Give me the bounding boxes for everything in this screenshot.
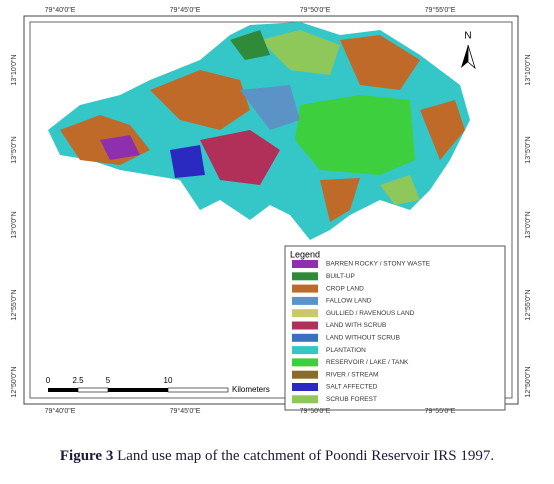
legend-swatch <box>292 383 318 391</box>
left-coordinate: 13°0'0"N <box>10 211 18 238</box>
legend-swatch <box>292 346 318 355</box>
north-label: N <box>464 31 471 42</box>
left-coordinate: 12°50'0"N <box>10 366 18 397</box>
bottom-coordinate: 79°45'0"E <box>170 407 201 415</box>
legend-label: RESERVOIR / LAKE / TANK <box>326 359 409 366</box>
top-coordinate: 79°50'0"E <box>300 6 331 14</box>
caption-label: Figure 3 <box>59 448 114 464</box>
legend-label: RIVER / STREAM <box>326 371 378 378</box>
legend-label: FALLOW LAND <box>326 298 372 305</box>
top-coordinate: 79°40'0"E <box>45 6 76 14</box>
scale-bar <box>48 387 229 393</box>
legend-swatch <box>292 333 318 342</box>
caption-text: Land use map of the catchment of Poondi … <box>117 448 495 464</box>
scale-label: 5 <box>106 376 111 385</box>
right-coordinate: 12°50'0"N <box>524 366 532 397</box>
right-coordinate: 13°0'0"N <box>524 211 532 238</box>
map: N Legend 79°40'0"E 79°45'0"E 79°50'0"E 79°5… <box>10 6 532 415</box>
left-coordinate: 13°10'0"N <box>10 54 18 85</box>
legend-label: CROP LAND <box>326 285 364 292</box>
legend-label: BARREN ROCKY / STONY WASTE <box>326 261 431 268</box>
scale-label: 0 <box>46 376 51 385</box>
legend-label: PLANTATION <box>326 347 366 354</box>
legend-swatch <box>292 272 318 281</box>
legend-swatch <box>292 309 318 318</box>
legend-swatch <box>292 370 318 379</box>
scale-unit: Kilometers <box>232 385 270 394</box>
right-coordinate: 13°5'0"N <box>524 136 532 163</box>
legend-swatch <box>292 358 318 367</box>
legend-swatch <box>292 296 318 305</box>
legend-label: GULLIED / RAVENOUS LAND <box>326 310 415 317</box>
legend-box <box>284 245 506 411</box>
legend-label: LAND WITH SCRUB <box>326 322 386 329</box>
north-arrow: N <box>461 31 476 70</box>
left-coordinate: 12°55'0"N <box>10 289 18 320</box>
legend-swatch <box>292 395 318 404</box>
legend-swatch <box>292 284 318 293</box>
legend-label: SALT AFFECTED <box>326 384 378 391</box>
top-coordinate: 79°55'0"E <box>425 6 456 14</box>
legend-swatch <box>292 321 318 330</box>
bottom-coordinate: 79°40'0"E <box>45 407 76 415</box>
legend-swatch <box>292 260 318 268</box>
legend-title: Legend <box>290 249 320 259</box>
land-use-area <box>48 22 470 240</box>
legend-label: BUILT-UP <box>326 273 355 280</box>
scale-label: 2.5 <box>72 376 84 385</box>
caption: Figure 3 Land use map of the catchment o… <box>0 448 554 465</box>
scale-label: 10 <box>164 376 173 385</box>
bottom-coordinate: 79°55'0"E <box>425 407 456 415</box>
legend-label: LAND WITHOUT SCRUB <box>326 335 400 342</box>
left-coordinate: 13°5'0"N <box>10 136 18 163</box>
right-coordinate: 12°55'0"N <box>524 289 532 320</box>
right-coordinate: 13°10'0"N <box>524 54 532 85</box>
bottom-coordinate: 79°50'0"E <box>300 407 331 415</box>
top-coordinate: 79°45'0"E <box>170 6 201 14</box>
legend-label: SCRUB FOREST <box>326 396 377 403</box>
